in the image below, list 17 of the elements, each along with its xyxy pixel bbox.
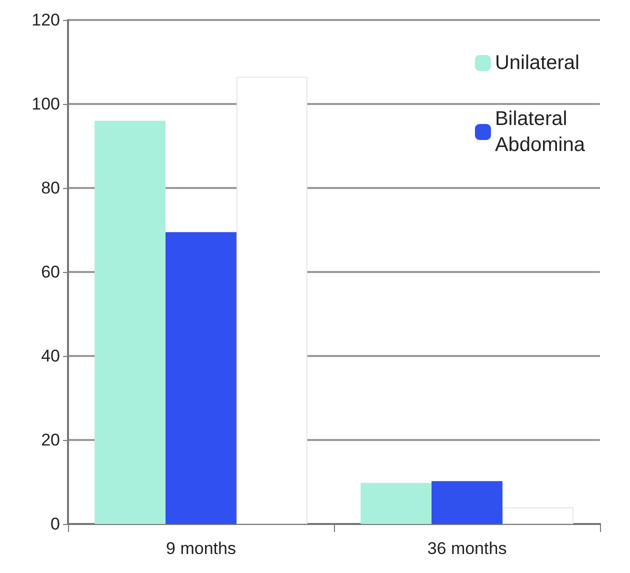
y-tick-label: 40 bbox=[41, 346, 60, 366]
y-tick-label: 20 bbox=[41, 430, 60, 450]
y-tick-label: 0 bbox=[50, 514, 60, 534]
bar bbox=[94, 120, 166, 524]
y-tick-label: 120 bbox=[32, 10, 60, 30]
y-tick-label: 100 bbox=[32, 94, 60, 114]
y-tick-label: 80 bbox=[41, 178, 60, 198]
y-tick-label: 60 bbox=[41, 262, 60, 282]
bar bbox=[360, 482, 432, 524]
bar bbox=[432, 481, 502, 524]
legend-label: Bilateral Abdomina bbox=[494, 108, 586, 156]
legend-label: Unilateral bbox=[494, 52, 580, 74]
x-tick-label: 36 months bbox=[427, 539, 507, 558]
x-tick-label: 9 months bbox=[166, 539, 236, 558]
bar bbox=[236, 76, 308, 524]
bar bbox=[166, 232, 236, 524]
bar bbox=[502, 507, 574, 524]
